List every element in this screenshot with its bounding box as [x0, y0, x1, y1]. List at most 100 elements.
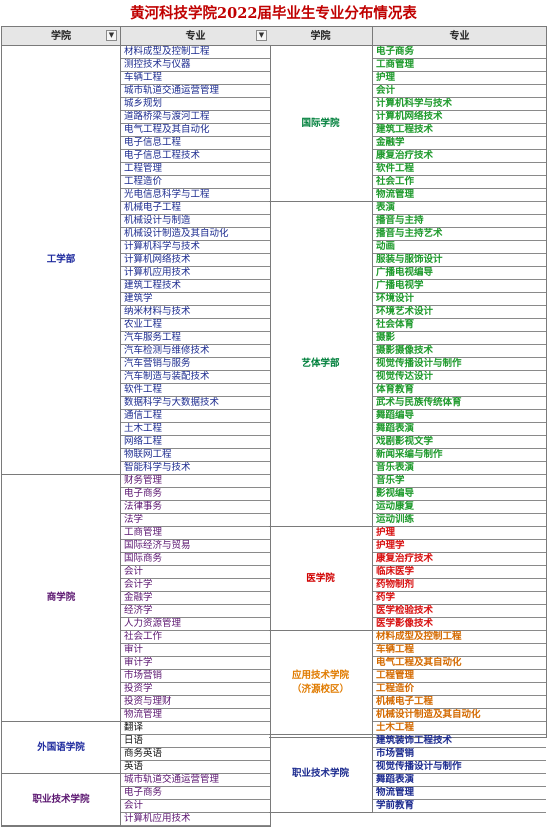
- major-cell: 摄影: [373, 332, 546, 345]
- college-cell: 工学部: [2, 46, 121, 475]
- major-cell: 播音与主持: [373, 215, 546, 228]
- major-cell: 戏剧影视文学: [373, 436, 546, 449]
- major-cell: 护理: [373, 527, 546, 540]
- major-cell: 康复治疗技术: [373, 150, 546, 163]
- major-cell: 金融学: [373, 137, 546, 150]
- major-cell: 会计: [121, 800, 270, 813]
- college-cell: 医学院: [269, 527, 373, 631]
- major-cell: 光电信息科学与工程: [121, 189, 270, 202]
- major-cell: 网络工程: [121, 436, 270, 449]
- major-cell: 材料成型及控制工程: [121, 46, 270, 59]
- major-cell: 国际经济与贸易: [121, 540, 270, 553]
- major-cell: 社会工作: [373, 176, 546, 189]
- major-cell: 审计学: [121, 657, 270, 670]
- page-title: 黄河科技学院2022届毕业生专业分布情况表: [130, 5, 417, 22]
- major-cell: 数据科学与大数据技术: [121, 397, 270, 410]
- major-cell: 翻译: [121, 722, 270, 735]
- major-cell: 武术与民族传统体育: [373, 397, 546, 410]
- college-name: 商学院: [46, 592, 76, 603]
- major-cell: 建筑学: [121, 293, 270, 306]
- major-cell: 会计学: [121, 579, 270, 592]
- major-cell: 建筑工程技术: [121, 280, 270, 293]
- major-cell: 农业工程: [121, 319, 270, 332]
- major-cell: 舞蹈表演: [373, 423, 546, 436]
- major-cell: 工程管理: [121, 163, 270, 176]
- major-cell: 运动训练: [373, 514, 546, 527]
- header-college: 学院: [269, 27, 373, 46]
- major-cell: 人力资源管理: [121, 618, 270, 631]
- header-major: 专业 ▼: [121, 27, 270, 46]
- major-cell: 音乐学: [373, 475, 546, 488]
- header-major: 专业: [373, 27, 546, 46]
- major-cell: 体育教育: [373, 384, 546, 397]
- college-name: 医学院: [306, 572, 335, 584]
- filter-dropdown-icon[interactable]: ▼: [256, 30, 267, 41]
- college-name: 国际学院: [301, 117, 340, 129]
- major-cell: 法律事务: [121, 501, 270, 514]
- major-cell: 电子商务: [373, 46, 546, 59]
- major-cell: 机械设计制造及其自动化: [121, 228, 270, 241]
- major-cell: 建筑装饰工程技术: [373, 735, 546, 748]
- header-college-label: 学院: [51, 31, 71, 42]
- major-cell: 土木工程: [121, 423, 270, 436]
- major-cell: 摄影摄像技术: [373, 345, 546, 358]
- major-cell: 软件工程: [121, 384, 270, 397]
- major-cell: 物流管理: [373, 787, 546, 800]
- major-cell: 药物制剂: [373, 579, 546, 592]
- major-cell: 机械设计与制造: [121, 215, 270, 228]
- major-cell: 通信工程: [121, 410, 270, 423]
- major-cell: 表演: [373, 202, 546, 215]
- major-cell: 工商管理: [121, 527, 270, 540]
- major-cell: 汽车检测与维修技术: [121, 345, 270, 358]
- college-cell: 艺体学部: [269, 202, 373, 527]
- major-cell: 车辆工程: [121, 72, 270, 85]
- major-cell: 金融学: [121, 592, 270, 605]
- major-cell: 市场营销: [121, 670, 270, 683]
- major-cell: 测控技术与仪器: [121, 59, 270, 72]
- major-cell: 工商管理: [373, 59, 546, 72]
- major-cell: 建筑工程技术: [373, 124, 546, 137]
- major-cell: 影视编导: [373, 488, 546, 501]
- major-cell: 纳米材料与技术: [121, 306, 270, 319]
- major-cell: 计算机网络技术: [121, 254, 270, 267]
- major-cell: 计算机应用技术: [121, 813, 270, 826]
- major-cell: 计算机科学与技术: [373, 98, 546, 111]
- major-cell: 环境设计: [373, 293, 546, 306]
- major-cell: 电气工程及其自动化: [373, 657, 546, 670]
- major-cell: 新闻采编与制作: [373, 449, 546, 462]
- major-cell: 电气工程及其自动化: [121, 124, 270, 137]
- major-cell: 视觉传播设计与制作: [373, 761, 546, 774]
- major-cell: 城乡规划: [121, 98, 270, 111]
- major-cell: 财务管理: [121, 475, 270, 488]
- major-cell: 物联网工程: [121, 449, 270, 462]
- college-name: 工学部: [46, 254, 76, 265]
- major-cell: 音乐表演: [373, 462, 546, 475]
- major-cell: 机械电子工程: [373, 696, 546, 709]
- major-cell: 广播电视编导: [373, 267, 546, 280]
- college-cell: 国际学院: [269, 46, 373, 202]
- major-cell: 医学影像技术: [373, 618, 546, 631]
- major-cell: 投资学: [121, 683, 270, 696]
- college-name: 应用技术学院 （济源校区）: [291, 669, 349, 695]
- major-cell: 康复治疗技术: [373, 553, 546, 566]
- college-cell: 应用技术学院 （济源校区）: [269, 631, 373, 735]
- major-cell: 会计: [373, 85, 546, 98]
- college-name: 外国语学院: [37, 741, 85, 753]
- filter-dropdown-icon[interactable]: ▼: [106, 30, 117, 41]
- major-cell: 英语: [121, 761, 270, 774]
- major-cell: 社会体育: [373, 319, 546, 332]
- major-cell: 会计: [121, 566, 270, 579]
- college-cell: 商学院: [2, 475, 121, 722]
- major-cell: 机械电子工程: [121, 202, 270, 215]
- header-college-label: 学院: [310, 31, 331, 42]
- major-cell: 舞蹈编导: [373, 410, 546, 423]
- major-cell: 视觉传达设计: [373, 371, 546, 384]
- major-cell: 电子信息工程: [121, 137, 270, 150]
- college-cell: 职业技术学院: [269, 735, 373, 813]
- major-cell: 服装与服饰设计: [373, 254, 546, 267]
- major-cell: 商务英语: [121, 748, 270, 761]
- header-major-label: 专业: [185, 31, 206, 42]
- header-major-label: 专业: [449, 31, 470, 42]
- major-cell: 电子商务: [121, 787, 270, 800]
- major-cell: 护理学: [373, 540, 546, 553]
